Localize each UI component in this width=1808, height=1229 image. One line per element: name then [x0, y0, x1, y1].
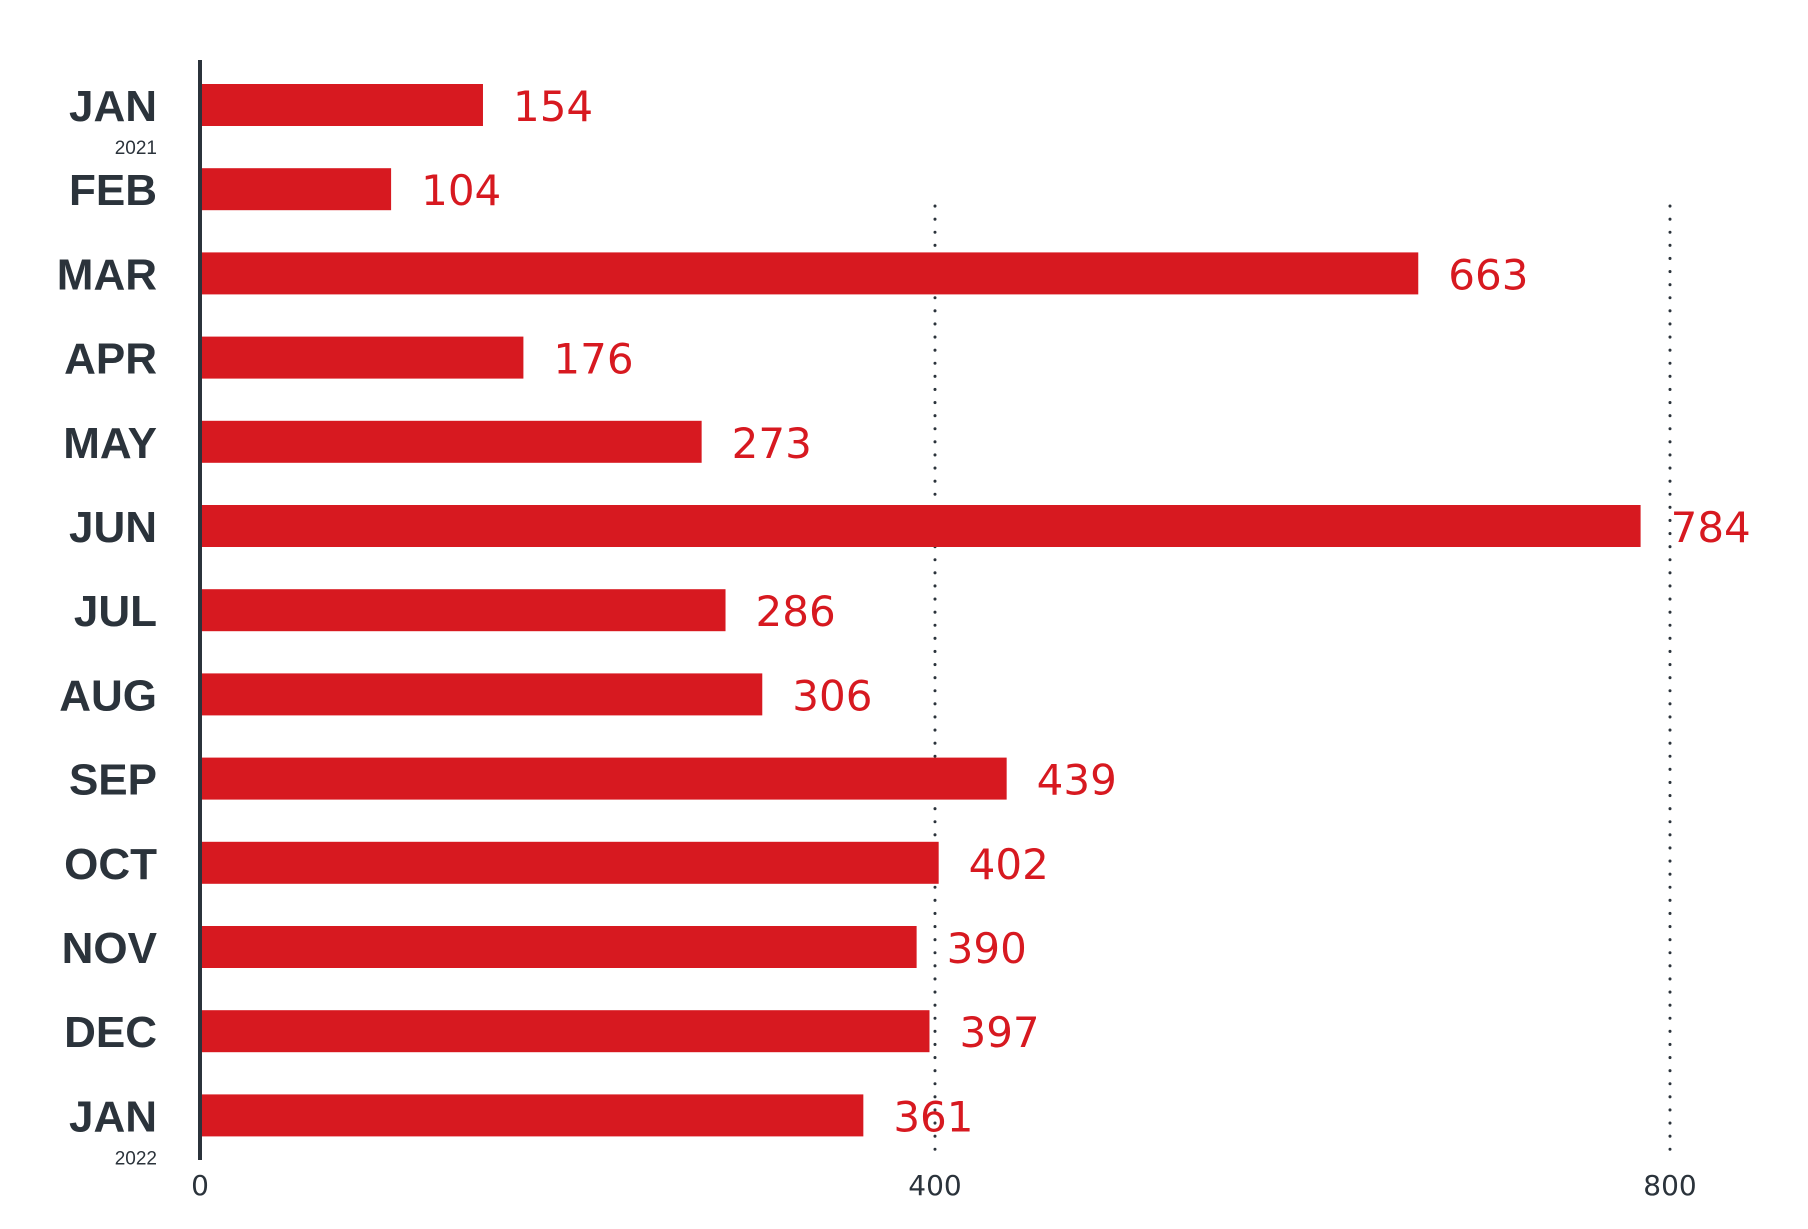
- value-label-10: 402: [969, 840, 1049, 889]
- bar-13: [200, 1094, 864, 1137]
- x-tick-label-800: 800: [1643, 1169, 1696, 1202]
- category-label-1: JAN: [69, 82, 157, 131]
- category-label-2: FEB: [69, 166, 157, 215]
- bar-8: [200, 673, 763, 716]
- bar-12: [200, 1010, 930, 1053]
- value-label-4: 176: [553, 335, 633, 384]
- value-label-3: 663: [1448, 250, 1528, 299]
- value-label-7: 286: [756, 587, 836, 636]
- category-label-4: APR: [64, 335, 157, 384]
- value-label-6: 784: [1671, 503, 1751, 552]
- category-label-5: MAY: [63, 419, 157, 468]
- category-label-3: MAR: [57, 250, 157, 299]
- category-label-8: AUG: [59, 671, 157, 720]
- value-label-11: 390: [947, 924, 1027, 973]
- bar-7: [200, 589, 726, 632]
- value-label-2: 104: [421, 166, 501, 215]
- year-label-1: 2021: [115, 138, 157, 159]
- bar-6: [200, 505, 1641, 547]
- value-label-8: 306: [792, 671, 872, 720]
- bar-11: [200, 926, 917, 968]
- year-label-13: 2022: [115, 1148, 157, 1169]
- bar-4: [200, 336, 524, 379]
- bar-9: [200, 757, 1007, 800]
- value-label-12: 397: [959, 1008, 1039, 1057]
- bars: [200, 84, 1641, 1137]
- category-label-7: JUL: [74, 587, 157, 636]
- gridlines: [933, 204, 1672, 1162]
- category-label-13: JAN: [69, 1092, 157, 1141]
- x-axis-ticks: 0 400 800: [191, 1169, 1697, 1202]
- bar-10: [200, 841, 939, 884]
- x-tick-label-400: 400: [908, 1169, 961, 1202]
- category-label-9: SEP: [69, 756, 157, 805]
- category-label-11: NOV: [62, 924, 158, 973]
- category-label-12: DEC: [64, 1008, 157, 1057]
- category-label-6: JUN: [69, 503, 157, 552]
- bar-3: [200, 252, 1419, 295]
- bar-2: [200, 168, 392, 211]
- category-label-10: OCT: [64, 840, 157, 889]
- category-labels: JAN 2021 FEB MAR APR MAY JUN JUL AUG SEP OCT NOV DEC…: [57, 82, 158, 1169]
- bar-1: [200, 84, 483, 126]
- x-tick-label-0: 0: [191, 1169, 209, 1202]
- value-label-1: 154: [513, 82, 593, 131]
- value-label-9: 439: [1037, 756, 1117, 805]
- value-label-5: 273: [732, 419, 812, 468]
- value-label-13: 361: [893, 1092, 973, 1141]
- bar-5: [200, 420, 702, 463]
